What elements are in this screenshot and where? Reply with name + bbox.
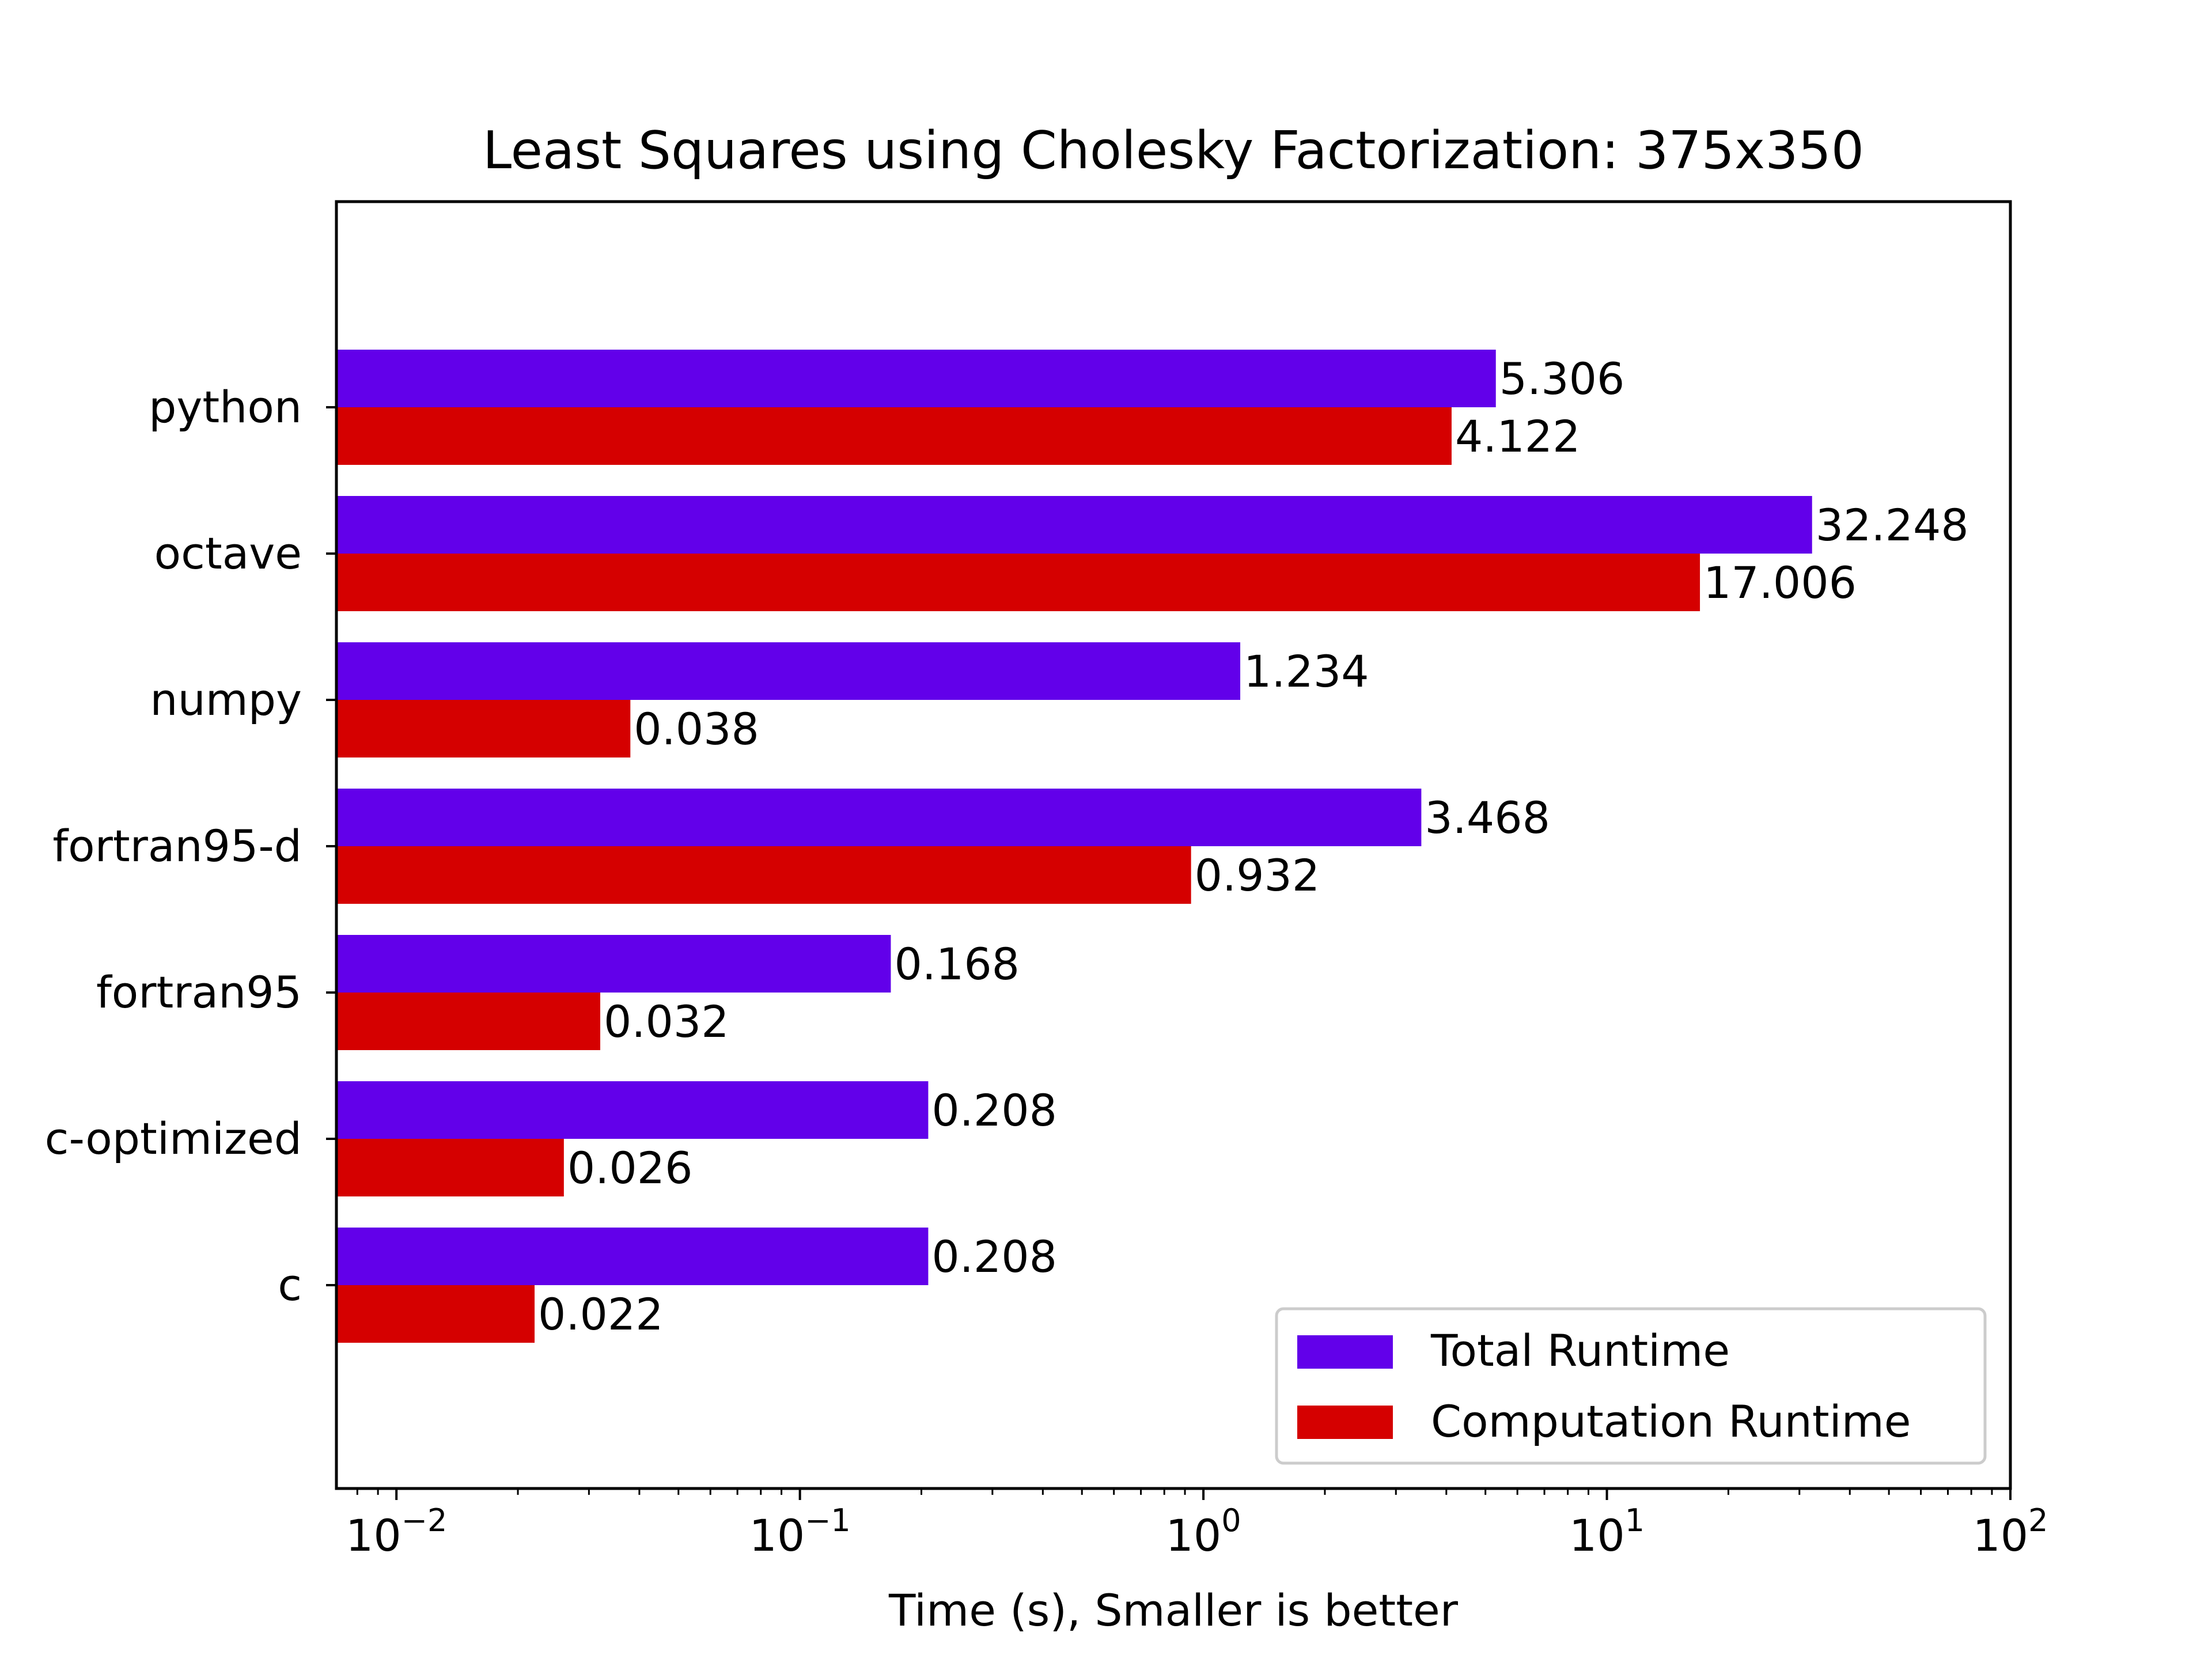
x-tick-label: 102	[1972, 1502, 2048, 1561]
bar-computation	[336, 1285, 535, 1343]
y-tick-label: c	[278, 1259, 302, 1310]
x-tick-label: 10−2	[346, 1502, 447, 1561]
data-label-computation: 4.122	[1455, 411, 1581, 462]
legend-label-computation: Computation Runtime	[1431, 1396, 1911, 1447]
data-label-computation: 0.032	[604, 996, 729, 1047]
data-label-total: 0.208	[931, 1085, 1057, 1136]
legend: Total Runtime Computation Runtime	[1275, 1307, 1987, 1465]
bar-total	[336, 496, 1812, 554]
y-axis: python octave numpy fortran95-d fortran95 c-o…	[45, 381, 336, 1310]
bar-total	[336, 1228, 929, 1285]
data-label-computation: 17.006	[1703, 557, 1857, 608]
data-label-total: 5.306	[1499, 353, 1625, 404]
bar-total	[336, 935, 891, 993]
data-label-computation: 0.026	[567, 1142, 693, 1194]
bar-total	[336, 350, 1496, 407]
x-tick-label: 101	[1569, 1502, 1645, 1561]
bar-total	[336, 642, 1241, 700]
y-tick-label: python	[149, 381, 302, 433]
bar-computation	[336, 554, 1700, 611]
y-tick-label: fortran95-d	[52, 820, 302, 872]
bar-computation	[336, 700, 631, 757]
bar-computation	[336, 1139, 564, 1196]
data-label-total: 0.208	[931, 1231, 1057, 1282]
data-label-total: 3.468	[1425, 792, 1550, 843]
x-axis: 10−2 10−1 100 101 102	[346, 1488, 2048, 1561]
plot-area: 5.306 4.122 32.248 17.006 1.234 0.038 3.468 0.9…	[336, 350, 1969, 1343]
y-tick-label: fortran95	[96, 967, 302, 1018]
x-axis-label: Time (s), Smaller is better	[888, 1585, 1459, 1636]
legend-box	[1275, 1307, 1987, 1465]
y-tick-label: octave	[154, 528, 302, 579]
data-label-total: 32.248	[1816, 499, 1969, 551]
legend-swatch-computation	[1297, 1406, 1393, 1439]
legend-label-total: Total Runtime	[1430, 1325, 1730, 1376]
bar-computation	[336, 993, 601, 1050]
bar-total	[336, 1081, 929, 1139]
y-tick-label: numpy	[150, 674, 302, 725]
data-label-computation: 0.932	[1195, 850, 1320, 901]
data-label-computation: 0.022	[538, 1289, 664, 1340]
bar-computation	[336, 407, 1452, 465]
bar-total	[336, 789, 1422, 846]
bar-computation	[336, 846, 1191, 904]
x-tick-label: 100	[1166, 1502, 1241, 1561]
chart-title: Least Squares using Cholesky Factorizati…	[483, 120, 1864, 181]
y-tick-label: c-optimized	[45, 1113, 302, 1164]
x-tick-label: 10−1	[749, 1502, 850, 1561]
data-label-total: 1.234	[1244, 646, 1369, 697]
data-label-computation: 0.038	[634, 703, 759, 755]
legend-swatch-total	[1297, 1335, 1393, 1369]
data-label-total: 0.168	[894, 938, 1020, 990]
